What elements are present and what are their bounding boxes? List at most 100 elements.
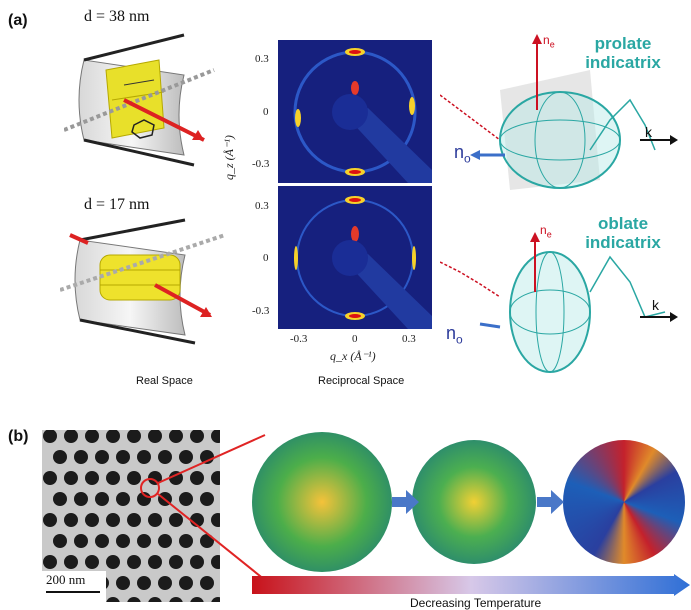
panel-b-label: (b) [8, 428, 29, 445]
qx-tick-0.3: 0.3 [402, 333, 416, 345]
scale-bar [46, 591, 100, 593]
sem-pore [148, 597, 162, 602]
qz-tick-bottom-0: 0 [263, 252, 269, 264]
sem-pore [64, 555, 78, 569]
sem-pore [106, 430, 120, 443]
sem-pore [85, 471, 99, 485]
sem-pore [116, 450, 130, 464]
sem-pore [148, 471, 162, 485]
sem-pore [211, 430, 220, 443]
reciprocal-space-caption: Reciprocal Space [318, 375, 405, 387]
scale-bar-label: 200 nm [46, 572, 86, 587]
sem-pore [64, 513, 78, 527]
sem-pore [211, 555, 220, 569]
qx-axis-label: q_x (Å⁻¹) [330, 349, 376, 363]
diffraction-pattern-bottom [278, 186, 432, 329]
sem-pore [169, 513, 183, 527]
sem-pore [211, 471, 220, 485]
sem-pore [116, 534, 130, 548]
real-space-caption: Real Space [136, 375, 193, 387]
sem-pore [85, 555, 99, 569]
sem-pore [190, 471, 204, 485]
panel-a-label: (a) [8, 12, 28, 29]
qz-tick-bottom-0.3: 0.3 [255, 200, 269, 212]
qx-tick-0: 0 [352, 333, 358, 345]
sem-pore [106, 597, 120, 602]
sem-pore [211, 597, 220, 602]
sem-pore [137, 576, 151, 590]
sem-pore [106, 513, 120, 527]
sem-pore [169, 597, 183, 602]
oblate-indicatrix-diagram [440, 232, 678, 373]
oblate-indicatrix-label: oblate indicatrix [585, 214, 661, 252]
qz-tick-top-0.3: 0.3 [255, 53, 269, 65]
zoom-lines [140, 434, 266, 581]
sem-pore [169, 430, 183, 443]
sem-pore [106, 471, 120, 485]
sem-pore [95, 450, 109, 464]
sem-pore [85, 430, 99, 443]
sem-pore [137, 534, 151, 548]
sem-pore [148, 430, 162, 443]
sem-pore [74, 450, 88, 464]
simulation-snapshot-3 [563, 440, 685, 564]
sem-pore [64, 471, 78, 485]
sem-pore [127, 471, 141, 485]
sem-pore [190, 597, 204, 602]
n-e-label-bottom: ne [540, 223, 552, 240]
sem-pore [179, 534, 193, 548]
pore-17nm-schematic [60, 218, 226, 345]
sem-pore [148, 555, 162, 569]
pore-38nm-schematic [64, 33, 215, 167]
sem-pore [158, 450, 172, 464]
prolate-indicatrix-diagram [440, 34, 678, 190]
sem-pore [116, 492, 130, 506]
sem-pore [127, 513, 141, 527]
qz-tick-top-0: 0 [263, 106, 269, 118]
sem-pore [85, 513, 99, 527]
sem-pore [148, 513, 162, 527]
k-label-bottom: k [652, 297, 659, 313]
temperature-caption: Decreasing Temperature [410, 596, 542, 610]
qx-tick-minus-0.3: -0.3 [290, 333, 308, 345]
sem-pore [74, 492, 88, 506]
sem-pore [200, 534, 214, 548]
sem-pore [43, 555, 57, 569]
top-diameter-label: d = 38 nm [84, 8, 150, 25]
sem-pore [179, 492, 193, 506]
k-label-top: k [645, 124, 652, 140]
sem-pore [179, 450, 193, 464]
prolate-indicatrix-label: prolate indicatrix [585, 34, 661, 72]
sem-pore [95, 534, 109, 548]
sem-pore [169, 471, 183, 485]
n-o-label-top: no [454, 142, 471, 166]
sem-pore [169, 555, 183, 569]
progression-arrow-2 [537, 490, 564, 514]
sem-pore [190, 555, 204, 569]
sem-pore [43, 513, 57, 527]
qz-tick-top-minus-0.3: -0.3 [252, 158, 270, 170]
sem-pore [74, 534, 88, 548]
sem-pore [43, 430, 57, 443]
sem-pore [95, 492, 109, 506]
sem-pore [106, 555, 120, 569]
sem-pore [158, 576, 172, 590]
scale-bar-box: 200 nm [42, 571, 106, 602]
qz-axis-label: q_z (Å⁻¹) [222, 135, 236, 180]
n-e-label-top: ne [543, 33, 555, 50]
temperature-gradient-arrow [252, 574, 690, 596]
sem-pore [137, 450, 151, 464]
sem-pore [190, 430, 204, 443]
sem-pore [43, 471, 57, 485]
qz-tick-bottom-minus-0.3: -0.3 [252, 305, 270, 317]
sem-pore [53, 492, 67, 506]
sem-pore [200, 576, 214, 590]
sem-pore [200, 492, 214, 506]
simulation-snapshot-1 [252, 432, 392, 572]
progression-arrow-1 [392, 490, 419, 514]
sem-pore [179, 576, 193, 590]
sem-pore [158, 534, 172, 548]
simulation-snapshot-2 [412, 440, 536, 564]
diffraction-pattern-top [278, 40, 432, 183]
sem-pore [127, 597, 141, 602]
